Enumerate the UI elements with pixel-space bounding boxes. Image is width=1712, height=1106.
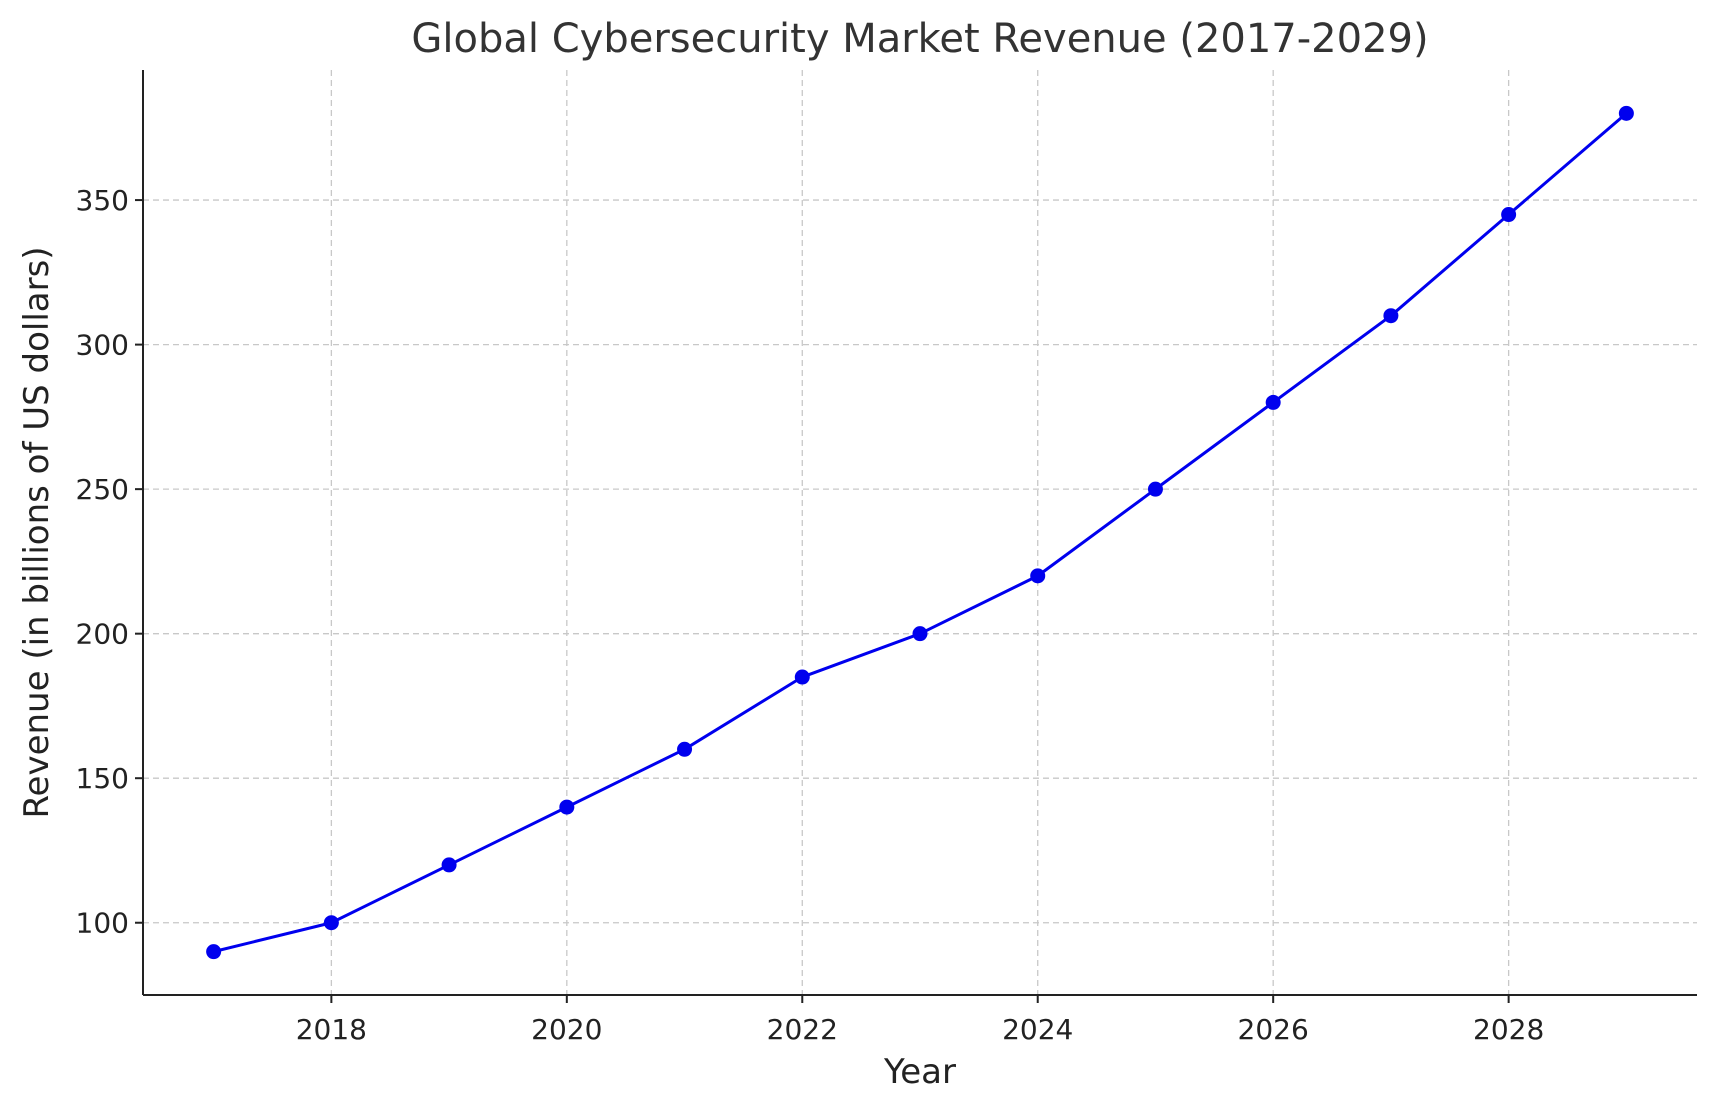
data-point <box>206 944 222 960</box>
y-axis-label: Revenue (in billions of US dollars) <box>17 246 57 818</box>
data-point <box>441 857 457 873</box>
x-tick-label: 2020 <box>531 1013 602 1046</box>
y-tick-label: 200 <box>76 618 129 651</box>
series <box>206 105 1634 960</box>
x-axis-ticks: 2018 2020 2022 2024 2026 2028 <box>296 995 1544 1046</box>
y-axis-ticks: 100 150 200 250 300 350 <box>76 184 143 940</box>
y-tick-label: 350 <box>76 184 129 217</box>
x-tick-label: 2024 <box>1002 1013 1073 1046</box>
data-point <box>1618 105 1634 121</box>
grid <box>143 70 1697 995</box>
series-line <box>213 112 1628 954</box>
chart-title: Global Cybersecurity Market Revenue (201… <box>411 16 1428 62</box>
data-point <box>559 799 575 815</box>
x-tick-label: 2026 <box>1238 1013 1309 1046</box>
y-tick-label: 100 <box>76 907 129 940</box>
x-tick-label: 2028 <box>1473 1013 1544 1046</box>
y-tick-label: 250 <box>76 473 129 506</box>
data-point <box>323 915 339 931</box>
data-point <box>1030 568 1046 584</box>
data-point <box>1265 394 1281 410</box>
x-tick-label: 2022 <box>767 1013 838 1046</box>
data-point <box>1147 481 1163 497</box>
data-point <box>794 669 810 685</box>
x-tick-label: 2018 <box>296 1013 367 1046</box>
data-point <box>1501 207 1517 223</box>
axes <box>142 70 1697 996</box>
data-point <box>912 626 928 642</box>
data-point <box>677 741 693 757</box>
y-tick-label: 150 <box>76 762 129 795</box>
x-axis-label: Year <box>883 1052 956 1092</box>
data-point <box>1383 308 1399 324</box>
y-tick-label: 300 <box>76 329 129 362</box>
